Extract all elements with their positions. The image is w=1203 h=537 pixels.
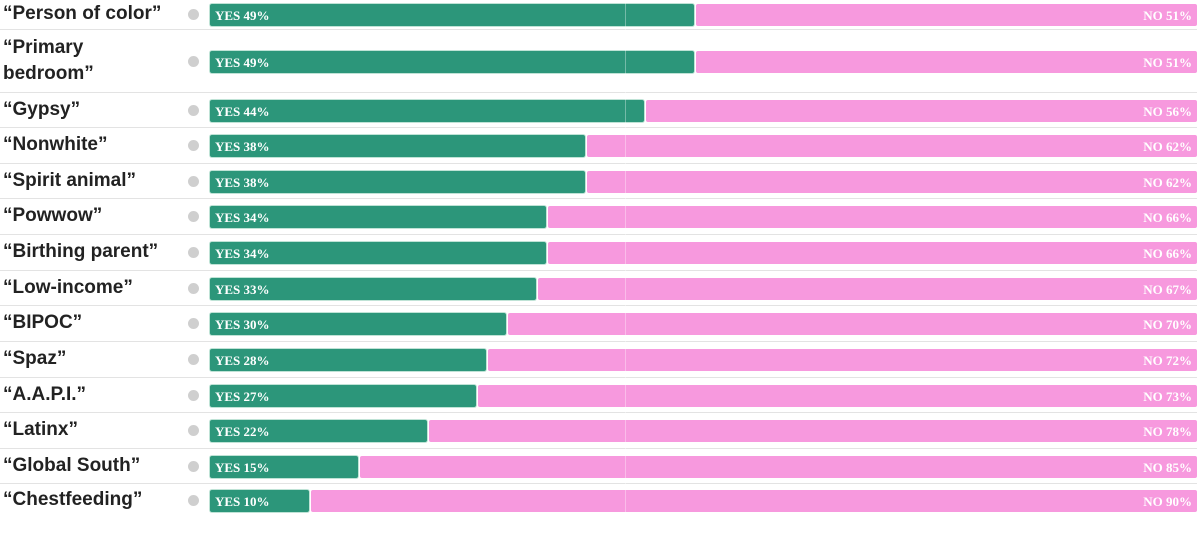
indicator-dot [188,461,199,472]
no-bar [360,456,1197,478]
row-divider [0,270,1197,271]
no-data-label: NO 66% [1143,246,1192,261]
row-divider [0,29,1197,30]
indicator-dot [188,56,199,67]
row-divider [0,305,1197,306]
indicator-dot [188,354,199,365]
row-divider [0,234,1197,235]
no-data-label: NO 62% [1143,175,1192,190]
no-bar [478,385,1197,407]
yes-bar [210,313,507,335]
indicator-dot [188,211,199,222]
no-bar [587,171,1197,193]
term-label: “Spirit animal” [3,170,137,191]
row-divider [0,448,1197,449]
term-label: “Nonwhite” [3,134,108,155]
yes-data-label: YES 28% [215,353,270,368]
no-data-label: NO 85% [1143,460,1192,475]
yes-data-label: YES 34% [215,246,270,261]
no-bar [429,420,1197,442]
term-label: “Global South” [3,455,141,476]
yes-bar [210,51,694,73]
row-divider [0,127,1197,128]
term-label: “Gypsy” [3,99,81,120]
no-bar [646,100,1197,122]
indicator-dot [188,140,199,151]
no-bar [537,278,1197,300]
no-bar [508,313,1197,335]
indicator-dot [188,105,199,116]
row-divider [0,483,1197,484]
no-data-label: NO 90% [1143,494,1192,509]
term-label: “Birthing parent” [3,241,159,262]
yes-data-label: YES 27% [215,389,270,404]
no-bar [547,206,1197,228]
row-divider [0,198,1197,199]
yes-data-label: YES 10% [215,494,270,509]
no-data-label: NO 56% [1143,104,1192,119]
no-data-label: NO 51% [1143,8,1192,23]
yes-data-label: YES 34% [215,210,270,225]
term-label: “Primary bedroom” [3,37,94,84]
indicator-dot [188,247,199,258]
indicator-dot [188,318,199,329]
indicator-dot [188,425,199,436]
term-label: “A.A.P.I.” [3,384,87,405]
yes-bar [210,420,428,442]
yes-bar [210,171,586,193]
indicator-dot [188,176,199,187]
no-bar [547,242,1197,264]
row-divider [0,163,1197,164]
yes-data-label: YES 33% [215,282,270,297]
yes-data-label: YES 38% [215,175,270,190]
yes-data-label: YES 44% [215,104,270,119]
term-label: “Person of color” [3,3,162,24]
no-data-label: NO 66% [1143,210,1192,225]
yes-data-label: YES 49% [215,8,270,23]
no-bar [310,490,1197,512]
indicator-dot [188,283,199,294]
yes-data-label: YES 30% [215,317,270,332]
no-bar [587,135,1197,157]
no-data-label: NO 70% [1143,317,1192,332]
indicator-dot [188,9,199,20]
yes-bar [210,242,546,264]
term-label: “Low-income” [3,277,133,298]
row-divider [0,377,1197,378]
no-data-label: NO 73% [1143,389,1192,404]
no-bar [695,51,1197,73]
term-label: “Chestfeeding” [3,489,143,510]
yes-bar [210,4,694,26]
yes-bar [210,206,546,228]
no-data-label: NO 78% [1143,424,1192,439]
yes-bar [210,278,536,300]
no-data-label: NO 72% [1143,353,1192,368]
no-data-label: NO 62% [1143,139,1192,154]
term-label: “Spaz” [3,348,67,369]
yes-data-label: YES 22% [215,424,270,439]
no-bar [695,4,1197,26]
indicator-dot [188,390,199,401]
yes-bar [210,349,487,371]
row-divider [0,92,1197,93]
term-label: “BIPOC” [3,312,83,333]
no-bar [488,349,1197,371]
yes-bar [210,135,586,157]
yes-data-label: YES 49% [215,55,270,70]
row-divider [0,341,1197,342]
yes-data-label: YES 15% [215,460,270,475]
no-data-label: NO 67% [1143,282,1192,297]
row-divider [0,412,1197,413]
yes-bar [210,385,477,407]
term-label: “Powwow” [3,205,103,226]
yes-bar [210,456,359,478]
indicator-dot [188,495,199,506]
no-data-label: NO 51% [1143,55,1192,70]
yes-bar [210,100,645,122]
midpoint-line [625,0,626,515]
yes-data-label: YES 38% [215,139,270,154]
yes-bar [210,490,309,512]
term-label: “Latinx” [3,419,78,440]
